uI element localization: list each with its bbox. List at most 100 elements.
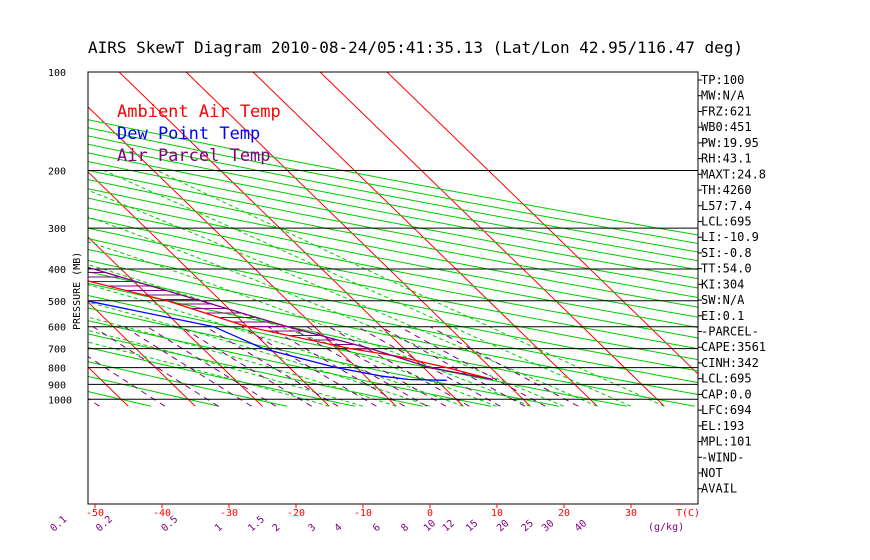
index-item: LCL:695: [701, 214, 752, 228]
pressure-tick-label: 200: [48, 167, 66, 178]
pressure-tick-label: 100: [48, 68, 66, 79]
pressure-tick-label: 700: [48, 345, 66, 356]
isotherm-line: [185, 72, 531, 407]
bottom-temp-label: -10: [354, 508, 372, 519]
index-item: WB0:451: [701, 120, 752, 134]
bottom-temp-label: 20: [558, 508, 570, 519]
y-axis-label: PRESSURE (MB): [72, 252, 83, 330]
dry-adiabat-line: [88, 391, 152, 407]
plot-frame: [87, 71, 699, 505]
legend-entry: Ambient Air Temp: [117, 102, 281, 122]
index-item: LI:-10.9: [701, 230, 759, 244]
bottom-temp-label: 0: [427, 508, 433, 519]
mixing-ratio-line: [241, 326, 377, 407]
mixing-ratio-line: [288, 326, 428, 407]
mixing-ratio-line: [399, 326, 546, 407]
index-item: RH:43.1: [701, 152, 752, 166]
mixing-ratio-label: 10: [422, 518, 438, 534]
moist-adiabat-line: [88, 301, 430, 407]
mixing-ratio-line: [205, 326, 339, 407]
mixing-ratio-label: 30: [540, 518, 556, 534]
dry-adiabat-line: [88, 282, 695, 407]
moist-adiabat-line: [88, 284, 464, 407]
dewpoint-temp-line: [88, 300, 447, 381]
pressure-tick-label: 500: [48, 297, 66, 308]
isotherm-line: [88, 106, 397, 407]
dry-adiabat-line: [88, 248, 698, 372]
index-item: MPL:101: [701, 435, 752, 449]
dry-adiabat-line: [88, 333, 423, 407]
bottom-temp-label: -20: [287, 508, 305, 519]
dry-adiabat-line: [88, 375, 220, 407]
index-item: FRZ:621: [701, 104, 752, 118]
mixing-ratio-line: [429, 326, 579, 407]
pressure-tick-label: 600: [48, 323, 66, 334]
mixing-ratio-line: [306, 326, 447, 407]
dry-adiabat-line: [88, 169, 698, 289]
index-item: PW:19.95: [701, 136, 759, 150]
index-item: NOT: [701, 466, 723, 480]
mixing-ratio-unit: (g/kg): [648, 522, 684, 533]
index-item: -PARCEL-: [701, 325, 759, 339]
pressure-tick-label: 300: [48, 224, 66, 235]
isotherm-line: [252, 72, 598, 407]
dry-adiabat-line: [88, 160, 698, 280]
dry-adiabat-line: [88, 207, 698, 328]
moist-adiabat-line: [88, 316, 397, 407]
index-item: MAXT:24.8: [701, 167, 766, 181]
mixing-ratio-label: 0.1: [49, 514, 70, 534]
dry-adiabat-line: [88, 143, 698, 262]
mixing-ratio-label: 1: [213, 522, 225, 534]
temperature-unit-label: T(C): [676, 508, 700, 519]
profile-series: [88, 266, 493, 381]
dry-adiabat-line: [88, 178, 698, 299]
index-item: SI:-0.8: [701, 246, 752, 260]
isotherm-line: [386, 72, 698, 375]
mixing-ratio-label: 25: [520, 518, 536, 534]
legend-entry: Air Parcel Temp: [117, 146, 271, 166]
dry-adiabat-line: [88, 307, 559, 407]
dry-adiabat-line: [88, 238, 698, 361]
mixing-ratio-line: [357, 326, 501, 407]
dry-adiabat-line: [88, 271, 698, 396]
dry-adiabat-line: [88, 227, 698, 350]
mixing-ratio-label: 1.5: [246, 514, 267, 534]
index-item: TP:100: [701, 73, 744, 87]
pressure-tick-label: 1000: [48, 395, 72, 406]
bottom-temp-label: -50: [86, 508, 104, 519]
dry-adiabat-line: [88, 294, 627, 407]
mixing-ratio-label: 2: [271, 522, 283, 534]
mixing-ratio-line: [0, 327, 54, 407]
mixing-ratio-label: 3: [306, 522, 318, 534]
moist-adiabat-line: [88, 241, 531, 407]
index-item: EL:193: [701, 419, 744, 433]
index-item: L57:7.4: [701, 199, 752, 213]
mixing-ratio-label: 12: [441, 518, 457, 534]
mixing-ratio-label: 4: [333, 522, 345, 534]
mixing-ratio-label: 15: [464, 518, 480, 534]
isotherm-line: [88, 236, 263, 407]
ambient-temp-line: [88, 280, 493, 381]
mixing-ratio-line: [92, 326, 219, 407]
bottom-temp-label: 30: [625, 508, 637, 519]
index-item: EI:0.1: [701, 309, 744, 323]
index-item: TH:4260: [701, 183, 752, 197]
mixing-ratio-label: 40: [573, 518, 589, 534]
dry-adiabat-line: [88, 320, 491, 407]
dry-adiabat-line: [88, 197, 698, 318]
dry-adiabat-line: [88, 259, 698, 384]
moist-adiabat-line: [88, 264, 497, 407]
index-item: LFC:694: [701, 403, 752, 417]
index-item: MW:N/A: [701, 89, 745, 103]
dry-adiabat-line: [88, 127, 698, 244]
index-item: AVAIL: [701, 482, 737, 496]
moist-adiabat-line: [88, 189, 598, 407]
mixing-ratio-label: 8: [399, 522, 411, 534]
mixing-ratio-line: [267, 326, 405, 407]
parcel-temp-line: [88, 266, 493, 381]
dry-adiabat-line: [0, 72, 83, 406]
moist-adiabat-line: [88, 329, 363, 407]
